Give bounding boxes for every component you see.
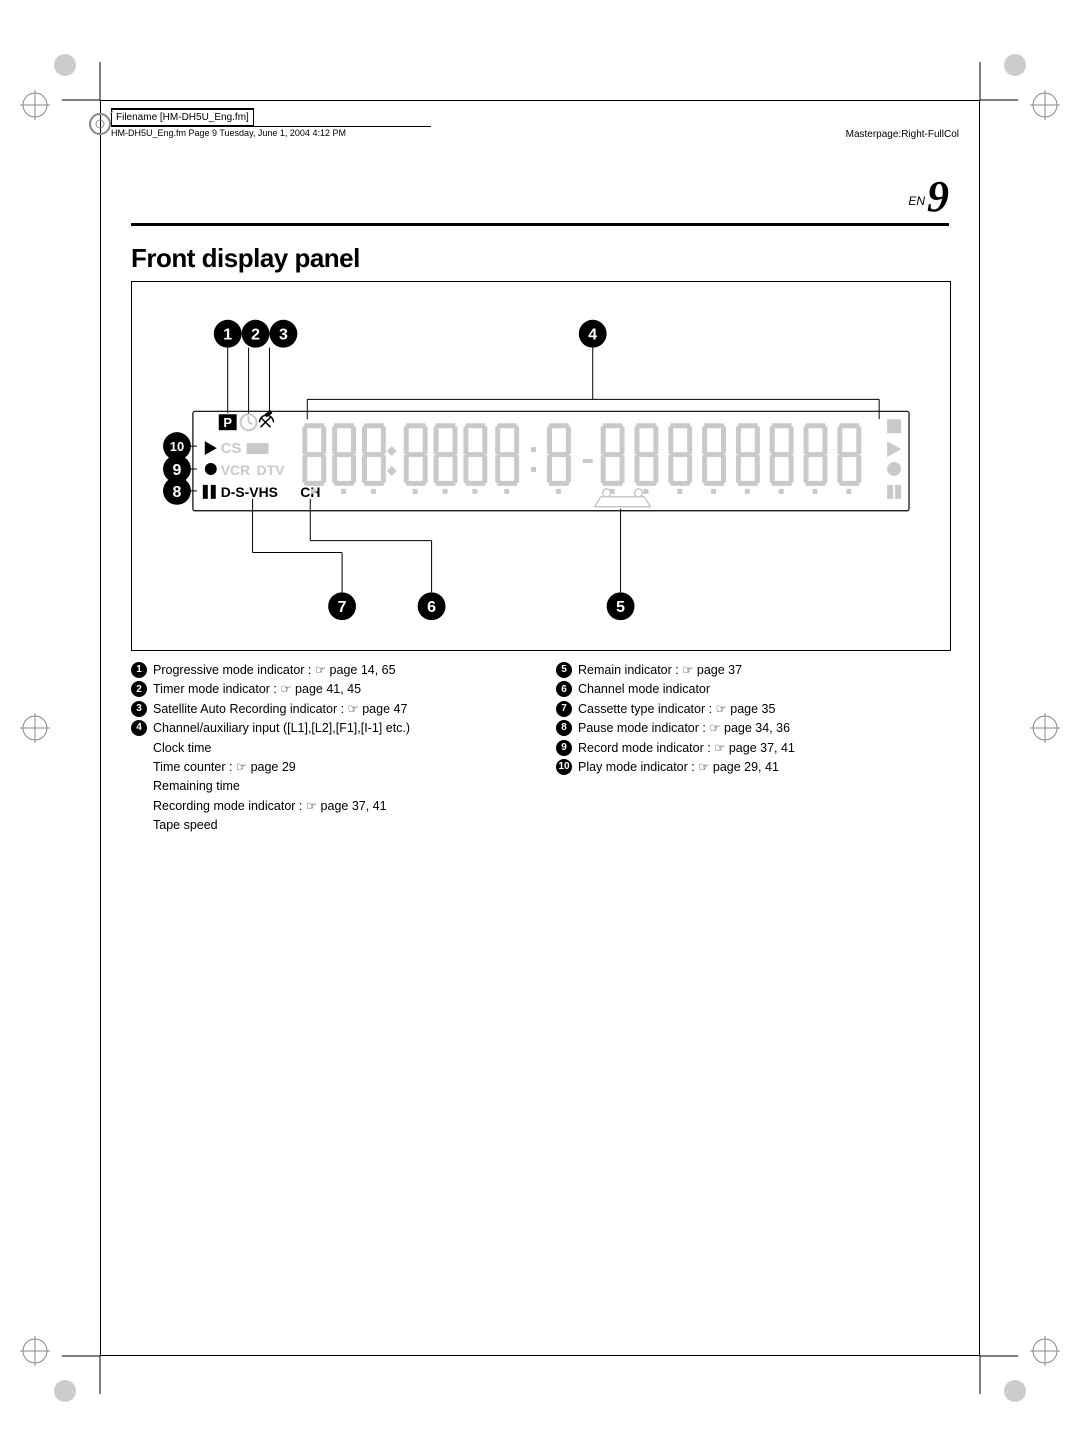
legend-text: Remaining time	[153, 777, 526, 796]
header-box: Filename [HM-DH5U_Eng.fm] HM-DH5U_Eng.fm…	[111, 107, 431, 138]
legend-text: Pause mode indicator : ☞ page 34, 36	[578, 719, 790, 738]
grey-dot	[54, 1380, 76, 1402]
thick-rule	[131, 223, 949, 226]
legend-text: Time counter : ☞ page 29	[153, 758, 526, 777]
legend-text: Recording mode indicator : ☞ page 37, 41	[153, 797, 526, 816]
svg-text:8: 8	[173, 484, 182, 501]
legend-num: 7	[556, 701, 572, 717]
svg-text:VCR: VCR	[221, 462, 250, 478]
legend-item: 7 Cassette type indicator : ☞ page 35	[556, 700, 951, 719]
grey-dot	[1004, 1380, 1026, 1402]
section-title: Front display panel	[131, 243, 360, 274]
page-number-big: 9	[927, 172, 949, 221]
legend-item: 6 Channel mode indicator	[556, 680, 951, 699]
legend-left: 1 Progressive mode indicator : ☞ page 14,…	[131, 661, 526, 835]
svg-text:9: 9	[173, 462, 182, 479]
svg-text:3: 3	[279, 327, 288, 344]
legend-num: 4	[131, 720, 147, 736]
legend-right: 5 Remain indicator : ☞ page 37 6 Channel mo…	[556, 661, 951, 835]
header-filename: Filename [HM-DH5U_Eng.fm]	[111, 108, 254, 126]
legend-text: Clock time	[153, 739, 526, 758]
legend-item: 8 Pause mode indicator : ☞ page 34, 36	[556, 719, 951, 738]
legend-item: 5 Remain indicator : ☞ page 37	[556, 661, 951, 680]
svg-text:CS: CS	[221, 441, 242, 457]
legend-text: Record mode indicator : ☞ page 37, 41	[578, 739, 795, 758]
legend-text: Play mode indicator : ☞ page 29, 41	[578, 758, 779, 777]
legend-text: Satellite Auto Recording indicator : ☞ p…	[153, 700, 407, 719]
reg-mr	[1030, 713, 1060, 743]
en-label: EN	[908, 194, 925, 208]
svg-text:CH: CH	[300, 484, 320, 500]
reg-ml	[20, 713, 50, 743]
legend-num: 2	[131, 681, 147, 697]
svg-text:7: 7	[338, 599, 347, 616]
legend-item: 9 Record mode indicator : ☞ page 37, 41	[556, 739, 951, 758]
svg-text:10: 10	[170, 439, 184, 454]
legend-text: Timer mode indicator : ☞ page 41, 45	[153, 680, 361, 699]
svg-text:1: 1	[223, 327, 232, 344]
grey-dot	[54, 54, 76, 76]
svg-text:2: 2	[251, 327, 260, 344]
legend-item: 1 Progressive mode indicator : ☞ page 14,…	[131, 661, 526, 680]
legend-text: Channel mode indicator	[578, 680, 710, 699]
legend-item: 3 Satellite Auto Recording indicator : ☞ …	[131, 700, 526, 719]
legend-num: 6	[556, 681, 572, 697]
svg-text:6: 6	[427, 599, 436, 616]
svg-text:P: P	[223, 415, 232, 430]
legend-text: Remain indicator : ☞ page 37	[578, 661, 742, 680]
legend-text: Channel/auxiliary input ([L1],[L2],[F1],…	[153, 719, 410, 738]
svg-text:DTV: DTV	[257, 462, 286, 478]
legend-num: 3	[131, 701, 147, 717]
legend-num: 1	[131, 662, 147, 678]
grey-dot	[1004, 54, 1026, 76]
page-frame: Filename [HM-DH5U_Eng.fm] HM-DH5U_Eng.fm…	[100, 100, 980, 1356]
reg-bl	[20, 1336, 50, 1366]
legend-item: 4 Channel/auxiliary input ([L1],[L2],[F1]…	[131, 719, 526, 738]
svg-text:5: 5	[616, 599, 625, 616]
legend-text: Cassette type indicator : ☞ page 35	[578, 700, 775, 719]
legend-num: 10	[556, 759, 572, 775]
legend-text: Tape speed	[153, 816, 526, 835]
legend: 1 Progressive mode indicator : ☞ page 14,…	[131, 661, 951, 835]
legend-num: 5	[556, 662, 572, 678]
svg-text:D-S-VHS: D-S-VHS	[221, 484, 278, 500]
legend-item: 2 Timer mode indicator : ☞ page 41, 45	[131, 680, 526, 699]
svg-text:4: 4	[588, 327, 597, 344]
reg-tr	[1030, 90, 1060, 120]
legend-num: 8	[556, 720, 572, 736]
legend-item: 10 Play mode indicator : ☞ page 29, 41	[556, 758, 951, 777]
masterpage-label: Masterpage:Right-FullCol	[846, 129, 959, 140]
legend-num: 9	[556, 740, 572, 756]
display-panel-diagram: P CS VCR DTV D-S-VHS CH	[131, 281, 951, 651]
page-number: EN9	[908, 171, 949, 222]
reg-tl	[20, 90, 50, 120]
header-pageinfo: HM-DH5U_Eng.fm Page 9 Tuesday, June 1, 2…	[111, 126, 431, 138]
binder-icon	[87, 111, 113, 142]
reg-br	[1030, 1336, 1060, 1366]
legend-text: Progressive mode indicator : ☞ page 14, …	[153, 661, 396, 680]
